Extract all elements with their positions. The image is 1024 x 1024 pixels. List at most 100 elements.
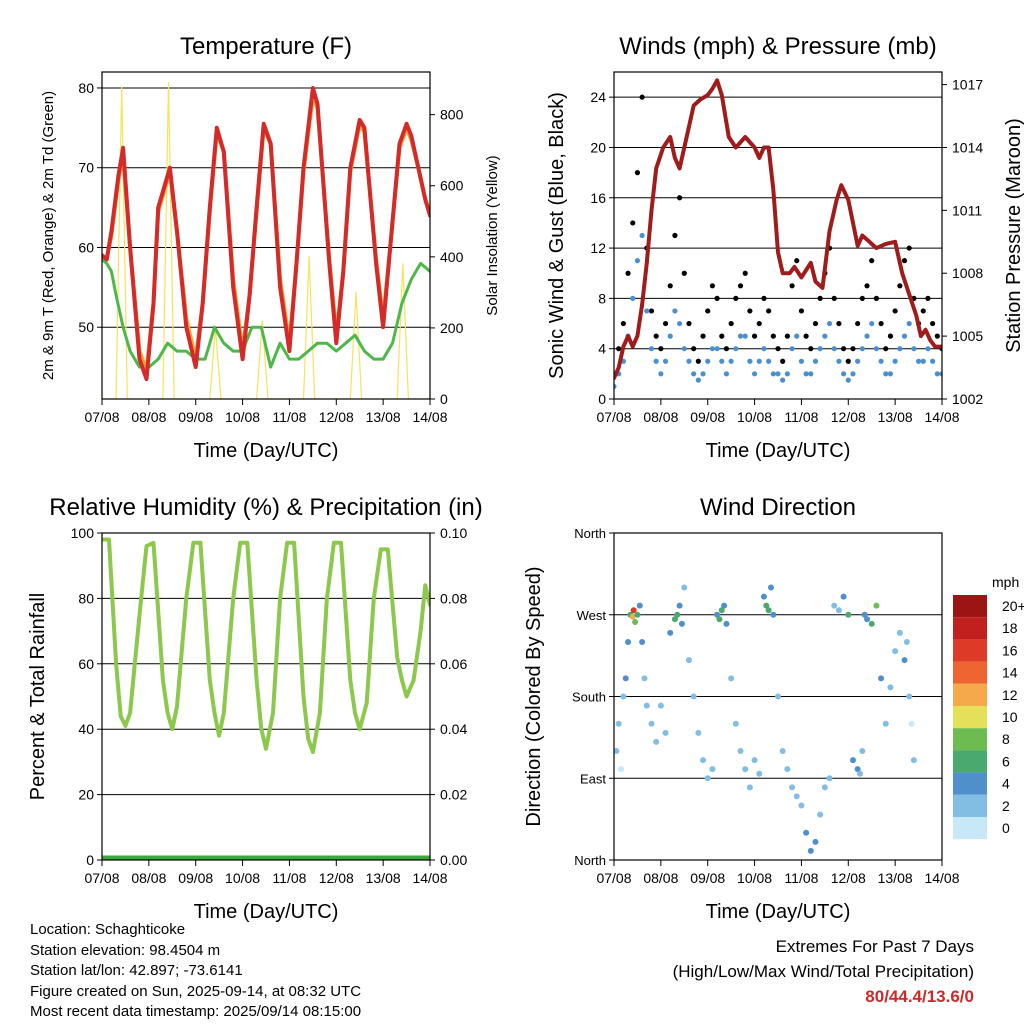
panel-2-y2-axis-label: Station Pressure (Maroon) — [1003, 118, 1024, 353]
panel-4-direction-point — [625, 639, 632, 645]
panel-3-series-relative-humidity-line — [102, 537, 430, 755]
panel-2-series-wind-point — [939, 371, 942, 377]
panel-2-series-wind-point — [812, 358, 819, 364]
panel-2-series-wind-point — [728, 358, 734, 364]
panel-4-direction-point — [671, 616, 678, 623]
panel-2-series-gust-point — [869, 258, 875, 264]
panel-2-series-wind-point — [836, 358, 842, 364]
panel-4-direction-point — [742, 766, 749, 773]
panel-4-direction-point — [826, 775, 833, 782]
panel-2-series-wind-point — [766, 358, 772, 364]
panel-2-x-tick-label: 10/08 — [737, 409, 772, 425]
panel-4-direction-point — [910, 757, 917, 764]
panel-2-series-wind-point — [653, 358, 659, 364]
panel-4-direction-point — [746, 784, 753, 791]
panel-2-series-gust-point — [747, 308, 753, 314]
panel-2-series-gust-point — [859, 295, 865, 301]
panel-2-series-gust-point — [658, 346, 664, 352]
panel-2-series-gust-point — [850, 346, 856, 352]
panel-1-x-tick-label: 14/08 — [412, 409, 447, 425]
panel-1-y2-tick-label: 400 — [440, 249, 464, 265]
panel-2-series-gust-point — [789, 283, 795, 289]
panel-3-y-tick-label: 40 — [78, 721, 94, 737]
panel-2-y-tick-label: 20 — [590, 139, 606, 155]
panel-2-y-tick-label: 0 — [598, 391, 606, 407]
panel-2-series-wind-point — [892, 358, 898, 364]
panel-2-series-wind-point — [648, 346, 655, 352]
panel-2-series-wind-point — [883, 371, 889, 377]
panel-2-series-wind-point — [686, 358, 692, 364]
panel-3-y2-tick-label: 0.04 — [440, 721, 467, 737]
panel-2-series-gust-point — [803, 333, 809, 339]
panel-4-legend-swatch — [953, 706, 987, 729]
extremes-subtitle: (High/Low/Max Wind/Total Precipitation) — [672, 962, 974, 981]
panel-2-series-gust-point — [780, 358, 786, 364]
panel-2-series-gust-point — [841, 346, 847, 352]
station-location: Location: Schaghticoke — [30, 921, 186, 938]
panel-2-series-gust-point — [625, 270, 631, 276]
panel-3-y2-tick-label: 0.08 — [440, 590, 467, 606]
panel-4-direction-point — [835, 607, 842, 614]
panel-1-frame — [101, 71, 431, 400]
panel-2-series-wind-point — [719, 358, 725, 364]
panel-4-direction-point — [657, 702, 664, 709]
panel-3-y2-tick-label: 0.10 — [440, 525, 467, 541]
panel-2-series-wind-point — [817, 346, 823, 352]
panel-2-y-tick-label: 12 — [590, 240, 606, 256]
panel-3-y-tick-label: 0 — [86, 852, 94, 868]
panel-4-direction-point — [714, 611, 721, 618]
panel-1-y2-tick-label: 800 — [440, 107, 464, 123]
panel-4-direction-point — [896, 629, 903, 636]
panel-3-x-tick-label: 08/08 — [131, 870, 166, 886]
panel-2-y2-tick-label: 1008 — [952, 265, 983, 281]
panel-4-direction-point — [920, 0, 926, 3]
panel-3-x-tick-label: 11/08 — [272, 870, 306, 886]
panel-4-direction-point — [882, 720, 889, 727]
panel-4-direction-point — [618, 766, 625, 773]
panel-4-direction-point — [674, 611, 681, 618]
panel-2-series-wind-point — [850, 371, 856, 377]
panel-2-series-wind-point — [639, 232, 645, 239]
panel-2-series-gust-point — [878, 320, 884, 327]
panel-1-x-tick-label: 11/08 — [272, 409, 306, 425]
panel-2-series-gust-point — [648, 308, 655, 314]
panel-4-direction-point — [695, 729, 702, 736]
panel-4-direction-point — [685, 657, 692, 664]
panel-1-title: Temperature (F) — [180, 33, 352, 60]
panel-2-series-wind-point — [691, 371, 697, 377]
station-info: Location: Schaghticoke Station elevation… — [30, 920, 361, 1023]
panel-4-legend-swatch — [953, 794, 987, 817]
panel-1-x-tick-label: 12/08 — [319, 409, 354, 425]
panel-1-y-tick-label: 80 — [78, 80, 94, 96]
panel-2-y-tick-label: 16 — [590, 190, 606, 206]
panel-3-x-axis-label: Time (Day/UTC) — [194, 901, 339, 923]
panel-2-series-gust-point — [662, 320, 669, 327]
panel-3-y2-tick-label: 0.00 — [440, 852, 467, 868]
panel-2-series-gust-point — [855, 320, 861, 327]
panel-2-series-gust-point — [639, 94, 645, 100]
panel-1-y-tick-label: 70 — [78, 160, 94, 176]
panel-2-series-wind-point — [808, 371, 814, 377]
panel-2-series-gust-point — [756, 320, 762, 327]
panel-2-series-gust-point — [845, 358, 851, 364]
panel-2-series-wind-point — [789, 346, 795, 352]
panel-2-series-wind-point — [841, 371, 847, 377]
panel-4-legend-swatch — [953, 772, 987, 795]
panel-3-title: Relative Humidity (%) & Precipitation (i… — [49, 494, 482, 521]
station-elevation: Station elevation: 98.4504 m — [30, 941, 221, 959]
panel-2-series-wind-point — [677, 320, 683, 327]
panel-4-legend-label: 0 — [1002, 820, 1010, 836]
panel-4-direction-point — [849, 757, 856, 764]
panel-2-series-gust-point — [681, 270, 687, 276]
panel-4-legend-swatch — [953, 639, 987, 662]
panel-4-direction-point — [737, 748, 744, 754]
panel-4-direction-point — [751, 757, 758, 764]
panel-4-x-tick-label: 08/08 — [643, 870, 678, 886]
panel-2-series-gust-point — [770, 333, 776, 339]
panel-2-series-gust-point — [751, 333, 758, 339]
panel-2-series-wind-point — [934, 371, 940, 377]
panel-1-x-tick-label: 13/08 — [366, 409, 401, 425]
panel-2-series-wind-point — [714, 346, 720, 352]
panel-4-direction-point — [925, 0, 931, 3]
panel-2-series-gust-point — [784, 333, 790, 339]
